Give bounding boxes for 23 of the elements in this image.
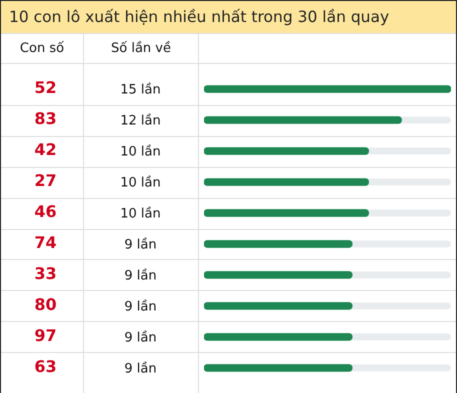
data-label: 9 lần bbox=[124, 298, 157, 314]
y-tick-label: 63 bbox=[1, 357, 57, 376]
data-label: 9 lần bbox=[124, 267, 157, 284]
y-tick-label: 74 bbox=[1, 233, 57, 252]
y-tick-label: 46 bbox=[1, 202, 57, 222]
data-label: 10 lần bbox=[120, 174, 161, 190]
chart-title: 10 con lô xuất hiện nhiều nhất trong 30 lần quay bbox=[1, 1, 456, 34]
y-tick-label: 80 bbox=[1, 295, 57, 314]
y-tick-label: 33 bbox=[1, 264, 57, 284]
data-label: 9 lần bbox=[124, 329, 157, 346]
x-axis-title: Số lần về bbox=[84, 34, 199, 63]
y-tick-label: 27 bbox=[1, 171, 57, 190]
y-tick-label: 42 bbox=[1, 140, 57, 160]
y-axis-title: Con số bbox=[1, 34, 84, 63]
data-label: 9 lần bbox=[124, 360, 157, 376]
data-label: 15 lần bbox=[120, 81, 161, 98]
y-tick-label: 83 bbox=[1, 109, 57, 128]
y-tick-label: 97 bbox=[1, 326, 57, 346]
data-label: 12 lần bbox=[120, 112, 161, 128]
data-label: 10 lần bbox=[120, 205, 161, 222]
data-label: 9 lần bbox=[124, 236, 157, 252]
data-label: 10 lần bbox=[120, 143, 161, 160]
y-tick-label: 52 bbox=[1, 78, 57, 98]
